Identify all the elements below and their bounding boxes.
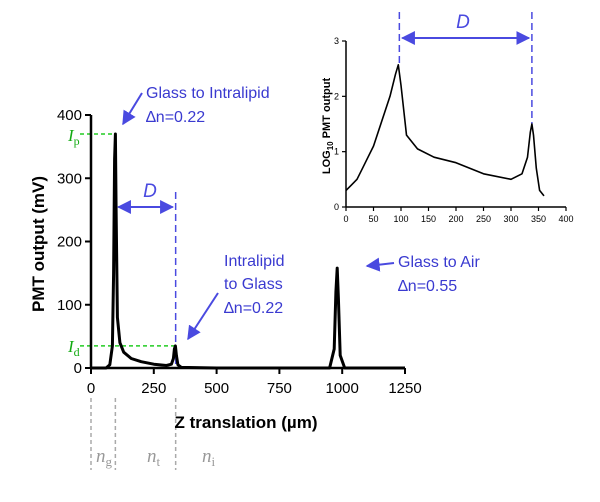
inset-y-axis-title: LOG10 PMT output [321,78,335,175]
main-x-tick-label: 0 [87,380,95,397]
region-label-nt: nt [147,446,161,469]
main-d-label: D [143,181,157,202]
inset-y-tick-label: 2 [334,91,339,101]
inset-y-tick-label: 3 [334,36,339,46]
intralipid-glass-arrow [187,292,219,341]
inset-x-tick-label: 200 [448,214,463,224]
main-y-tick-label: 0 [74,360,82,377]
intralipid-glass-line2: to Glass [224,276,283,293]
glass-air-line1: Glass to Air [398,254,480,271]
ip-label: Ip [67,126,80,148]
inset-guides [398,12,533,124]
intralipid-glass-line3: ∆n=0.22 [224,300,283,317]
inset-x-tick-label: 300 [503,214,518,224]
inset-axes: 0 50 100 150 200 250 300 350 400 0 1 2 3 [334,36,574,224]
glass-air-line2: ∆n=0.55 [398,278,457,295]
inset-x-tick-label: 0 [343,214,348,224]
inset-chart: 0 50 100 150 200 250 300 350 400 0 1 2 3 D LOG10 PMT… [321,12,574,224]
main-series-group [91,132,405,370]
inset-x-tick-label: 400 [558,214,573,224]
intralipid-glass-line1: Intralipid [224,253,284,270]
main-x-tick-label: 250 [141,380,166,397]
main-x-axis-title: Z translation (µm) [175,413,318,432]
inset-series-line [345,64,545,197]
main-y-axis-title: PMT output (mV) [29,176,48,312]
inset-y-tick-label: 1 [334,147,339,157]
main-x-tick-label: 750 [267,380,292,397]
inset-y-tick-label: 0 [334,202,339,212]
main-y-tick-label: 400 [57,107,82,124]
region-label-ng: ng [96,446,113,469]
main-guides [80,133,177,470]
region-label-ni: ni [202,446,216,469]
main-y-tick-label: 100 [57,297,82,314]
main-y-tick-label: 300 [57,170,82,187]
inset-x-tick-label: 350 [531,214,546,224]
inset-x-tick-label: 50 [368,214,378,224]
glass-intralipid-annotation: Glass to Intralipid [146,85,270,102]
inset-x-tick-label: 150 [421,214,436,224]
inset-series-group [345,64,545,197]
main-series-line [91,132,405,370]
inset-x-tick-label: 250 [476,214,491,224]
glass-intralipid-arrow [122,92,143,126]
main-x-tick-label: 500 [204,380,229,397]
inset-x-tick-label: 100 [393,214,408,224]
glass-air-arrow [365,257,395,272]
main-y-tick-label: 200 [57,234,82,251]
id-label: Id [67,337,80,359]
glass-intralipid-dn: ∆n=0.22 [146,109,205,126]
main-x-tick-label: 1000 [326,380,359,397]
main-x-tick-label: 1250 [388,380,421,397]
inset-d-label: D [456,12,470,33]
